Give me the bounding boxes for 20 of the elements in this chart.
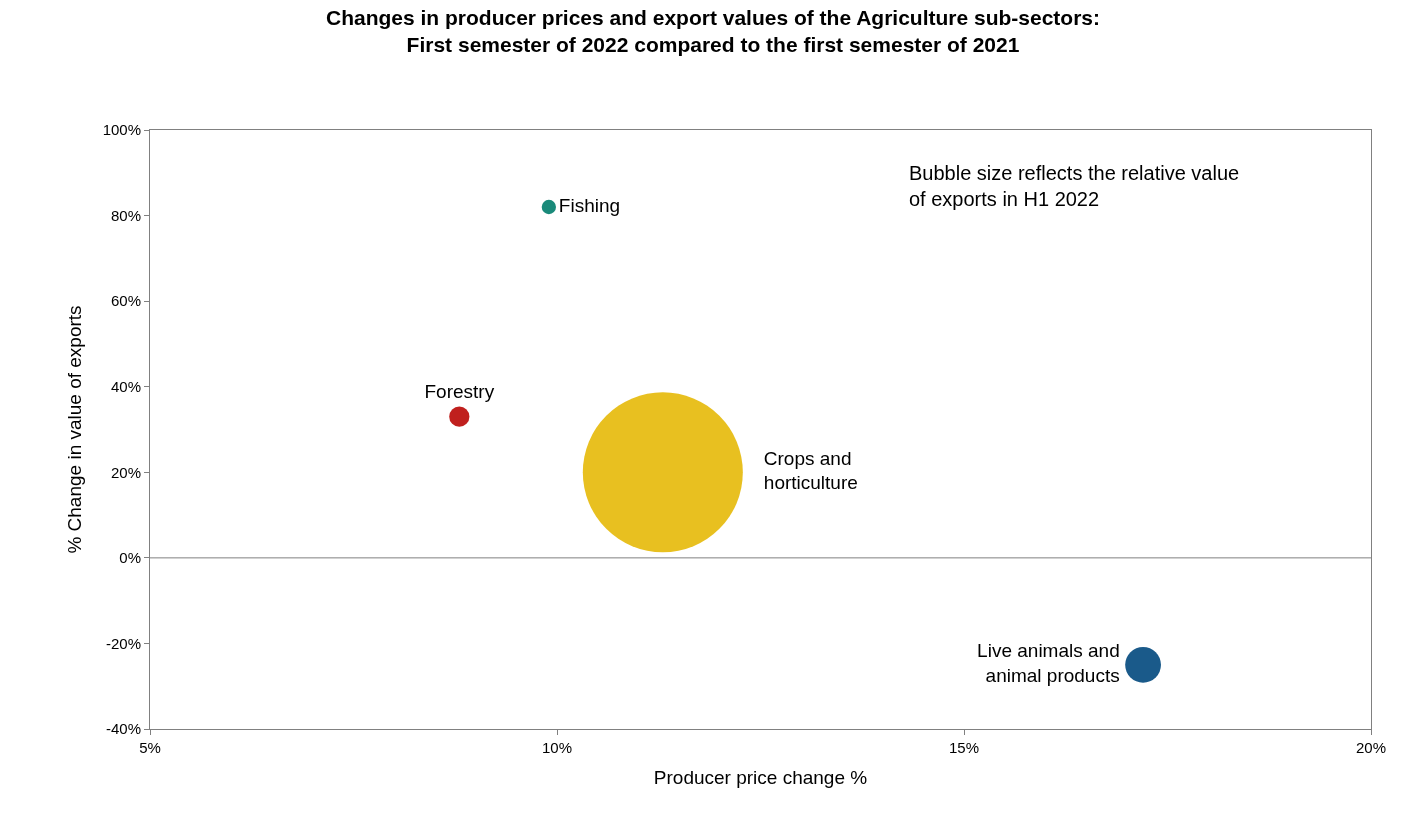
x-tick-label: 5%: [139, 739, 161, 756]
x-tick-label: 20%: [1355, 739, 1387, 756]
y-tick-label: -40%: [105, 720, 141, 738]
y-tick-label: 80%: [110, 206, 141, 224]
y-tick-label: 0%: [119, 549, 141, 567]
chart-title: Changes in producer prices and export values of the Agriculture sub-sectors: First semester of 2022 compared to the first semester of 2021: [325, 5, 1101, 57]
y-tick-label: 40%: [110, 377, 141, 395]
series-label: Fishing: [558, 194, 621, 216]
y-tick-label: -20%: [105, 634, 141, 652]
x-tick-label: 10%: [541, 739, 573, 756]
y-axis-title: % Change in value of exports: [64, 305, 86, 554]
x-tick-label: 15%: [948, 739, 980, 756]
y-tick-label: 100%: [102, 121, 141, 139]
y-tick-label: 20%: [110, 463, 141, 481]
series-label: Crops and horticulture: [763, 447, 858, 494]
series-label: Forestry: [424, 381, 495, 403]
y-tick-label: 60%: [110, 292, 141, 310]
x-axis-title: Producer price change %: [653, 766, 868, 788]
series-label: Live animals and animal products: [977, 640, 1120, 686]
annotation: Bubble size reflects the relative value of exports in H1 2022: [909, 162, 1240, 210]
